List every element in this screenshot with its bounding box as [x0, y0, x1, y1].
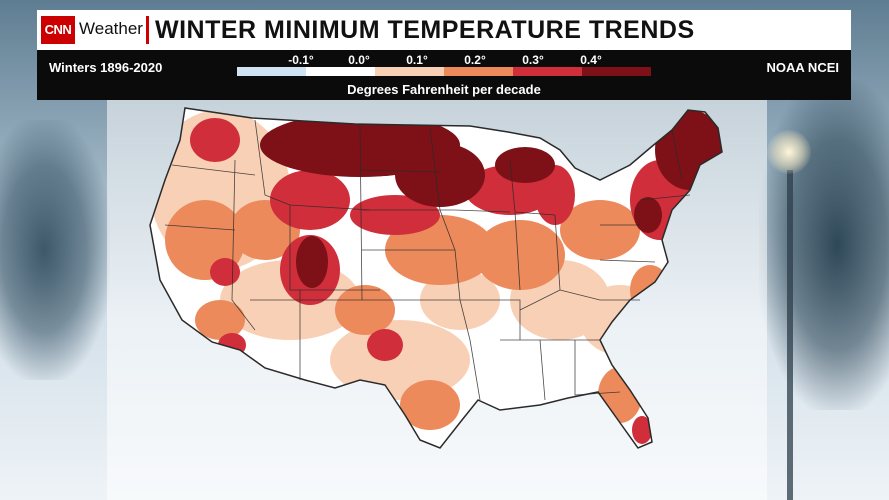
page-title: WINTER MINIMUM TEMPERATURE TRENDS [155, 16, 695, 44]
legend-swatch [582, 67, 651, 76]
legend-swatch [306, 67, 375, 76]
legend-tick-label: 0.3° [522, 53, 544, 67]
legend-tick-label: 0.0° [348, 53, 370, 67]
cnn-logo: CNN [41, 16, 75, 44]
legend-swatch [513, 67, 582, 76]
snowy-tree-left [0, 120, 110, 380]
info-bar: Winters 1896-2020 NOAA NCEI -0.1° 0.0° 0… [37, 50, 851, 100]
source-label: NOAA NCEI [766, 60, 839, 75]
legend-tick-label: 0.2° [464, 53, 486, 67]
legend-swatch [237, 67, 306, 76]
legend-swatch [375, 67, 444, 76]
legend-color-bar [237, 67, 651, 76]
title-divider [146, 16, 149, 44]
lamp-light [767, 130, 811, 174]
unit-label: Degrees Fahrenheit per decade [347, 82, 541, 97]
title-bar: CNN Weather WINTER MINIMUM TEMPERATURE T… [37, 10, 851, 50]
period-label: Winters 1896-2020 [49, 60, 163, 75]
legend-swatch [444, 67, 513, 76]
brand-label: Weather [79, 19, 143, 38]
state-lines [164, 119, 691, 401]
legend-tick-label: 0.4° [580, 53, 602, 67]
legend-tick-label: 0.1° [406, 53, 428, 67]
lamp-post [787, 170, 793, 500]
legend-tick-label: -0.1° [288, 53, 314, 67]
